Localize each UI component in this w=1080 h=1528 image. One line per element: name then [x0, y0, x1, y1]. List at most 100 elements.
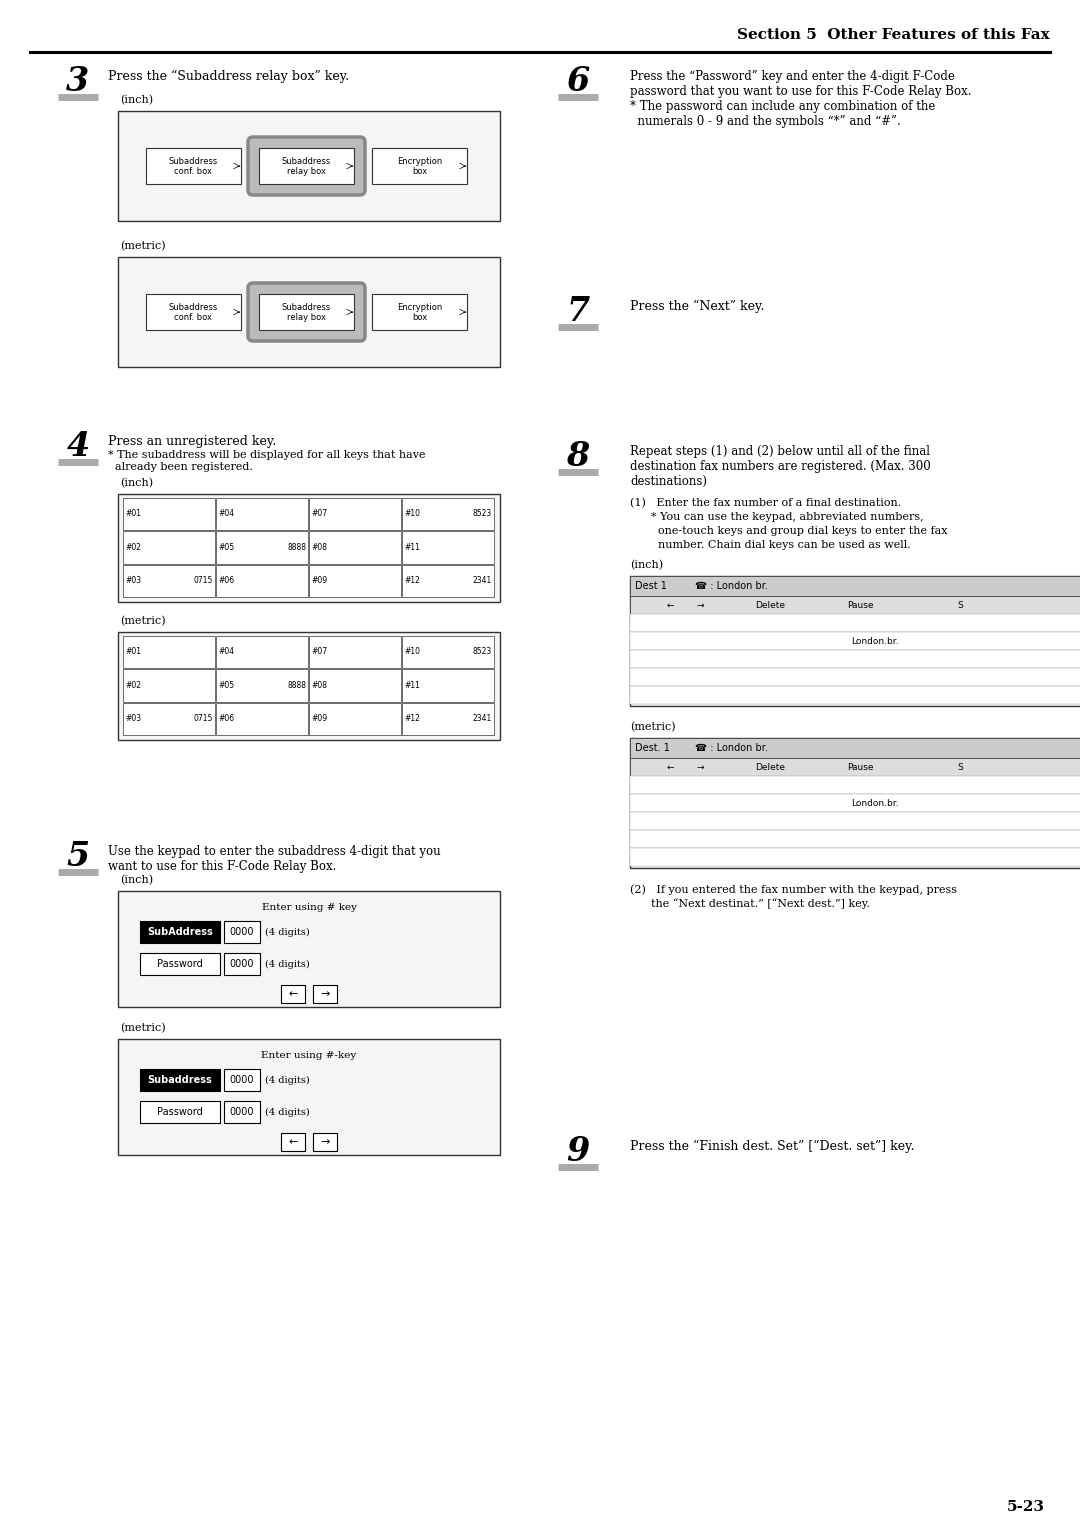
Text: #07: #07 — [311, 648, 327, 656]
Bar — [372, 148, 467, 183]
Text: (4 digits): (4 digits) — [265, 960, 310, 969]
Bar — [372, 293, 467, 330]
Text: #06: #06 — [218, 576, 234, 585]
Bar — [118, 1039, 500, 1155]
Text: 3: 3 — [66, 66, 90, 98]
Bar — [123, 636, 215, 668]
Bar — [216, 498, 308, 530]
Text: ←: ← — [666, 601, 674, 610]
Text: Section 5  Other Features of this Fax: Section 5 Other Features of this Fax — [738, 28, 1050, 41]
Bar — [402, 565, 494, 597]
Text: #07: #07 — [311, 509, 327, 518]
Text: #02: #02 — [125, 542, 141, 552]
Text: 0000: 0000 — [230, 960, 254, 969]
Text: Press an unregistered key.: Press an unregistered key. — [108, 435, 276, 448]
Text: #01: #01 — [125, 648, 141, 656]
Text: #11: #11 — [404, 542, 420, 552]
Text: Password: Password — [157, 1106, 203, 1117]
Bar — [630, 686, 1080, 704]
Bar — [224, 1102, 260, 1123]
Bar — [216, 636, 308, 668]
Text: (inch): (inch) — [120, 95, 153, 105]
Text: Pause: Pause — [847, 762, 874, 772]
Bar — [123, 498, 215, 530]
Bar — [281, 1132, 305, 1151]
Bar — [309, 703, 401, 735]
Bar — [309, 532, 401, 564]
Text: #10: #10 — [404, 509, 420, 518]
Text: box: box — [411, 167, 427, 176]
Text: (inch): (inch) — [120, 478, 153, 489]
Bar — [630, 758, 1080, 776]
Bar — [140, 1070, 220, 1091]
Bar — [140, 921, 220, 943]
Text: #08: #08 — [311, 542, 327, 552]
Text: →: → — [697, 601, 704, 610]
Text: (4 digits): (4 digits) — [265, 927, 310, 937]
Text: (2)   If you entered the fax number with the keypad, press: (2) If you entered the fax number with t… — [630, 885, 957, 894]
Text: ←: ← — [288, 989, 298, 999]
Bar — [216, 532, 308, 564]
Text: London.br.: London.br. — [851, 637, 899, 645]
Text: →: → — [697, 762, 704, 772]
Bar — [402, 532, 494, 564]
Bar — [259, 293, 354, 330]
Text: password that you want to use for this F-Code Relay Box.: password that you want to use for this F… — [630, 86, 972, 98]
Text: (metric): (metric) — [120, 241, 165, 251]
Text: London.br.: London.br. — [851, 799, 899, 807]
Text: Subaddress: Subaddress — [282, 157, 332, 167]
Text: relay box: relay box — [287, 313, 326, 321]
Text: Subaddress: Subaddress — [282, 304, 332, 313]
Text: 6: 6 — [566, 66, 590, 98]
Text: →: → — [321, 1137, 329, 1148]
Text: Press the “Subaddress relay box” key.: Press the “Subaddress relay box” key. — [108, 70, 349, 83]
Bar — [630, 614, 1080, 633]
Text: #03: #03 — [125, 714, 141, 723]
Text: #05: #05 — [218, 680, 234, 689]
Text: Subaddress: Subaddress — [168, 157, 218, 167]
Text: 7: 7 — [566, 295, 590, 329]
Bar — [630, 668, 1080, 686]
Text: #04: #04 — [218, 509, 234, 518]
Bar — [402, 498, 494, 530]
Text: S: S — [957, 601, 963, 610]
Bar — [118, 633, 500, 740]
Bar — [140, 953, 220, 975]
Bar — [630, 738, 1080, 758]
Bar — [630, 848, 1080, 866]
Text: 8523: 8523 — [473, 648, 492, 656]
Bar — [224, 921, 260, 943]
Text: #05: #05 — [218, 542, 234, 552]
Text: #06: #06 — [218, 714, 234, 723]
Bar — [630, 576, 1080, 706]
Text: box: box — [411, 313, 427, 321]
Text: the “Next destinat.” [“Next dest.”] key.: the “Next destinat.” [“Next dest.”] key. — [630, 898, 870, 909]
Text: conf. box: conf. box — [175, 313, 213, 321]
Text: →: → — [321, 989, 329, 999]
Text: SubAddress: SubAddress — [147, 927, 213, 937]
Bar — [224, 1070, 260, 1091]
Text: ☎ : London br.: ☎ : London br. — [696, 581, 768, 591]
Bar — [146, 293, 241, 330]
Bar — [309, 669, 401, 701]
Text: #04: #04 — [218, 648, 234, 656]
Text: (metric): (metric) — [120, 616, 165, 626]
Bar — [216, 669, 308, 701]
Bar — [309, 565, 401, 597]
Text: conf. box: conf. box — [175, 167, 213, 176]
Text: Repeat steps (1) and (2) below until all of the final: Repeat steps (1) and (2) below until all… — [630, 445, 930, 458]
Bar — [313, 986, 337, 1002]
Text: ←: ← — [666, 762, 674, 772]
Text: destinations): destinations) — [630, 475, 707, 487]
Bar — [630, 795, 1080, 811]
Text: Press the “Password” key and enter the 4-digit F-Code: Press the “Password” key and enter the 4… — [630, 70, 955, 83]
Bar — [402, 703, 494, 735]
Text: Enter using #-key: Enter using #-key — [261, 1051, 356, 1060]
Text: Delete: Delete — [755, 762, 785, 772]
Text: * You can use the keypad, abbreviated numbers,: * You can use the keypad, abbreviated nu… — [630, 512, 923, 523]
Text: 8888: 8888 — [287, 680, 306, 689]
Text: (inch): (inch) — [630, 559, 663, 570]
Text: (1)   Enter the fax number of a final destination.: (1) Enter the fax number of a final dest… — [630, 498, 901, 509]
Text: 8: 8 — [566, 440, 590, 474]
Bar — [118, 112, 500, 222]
